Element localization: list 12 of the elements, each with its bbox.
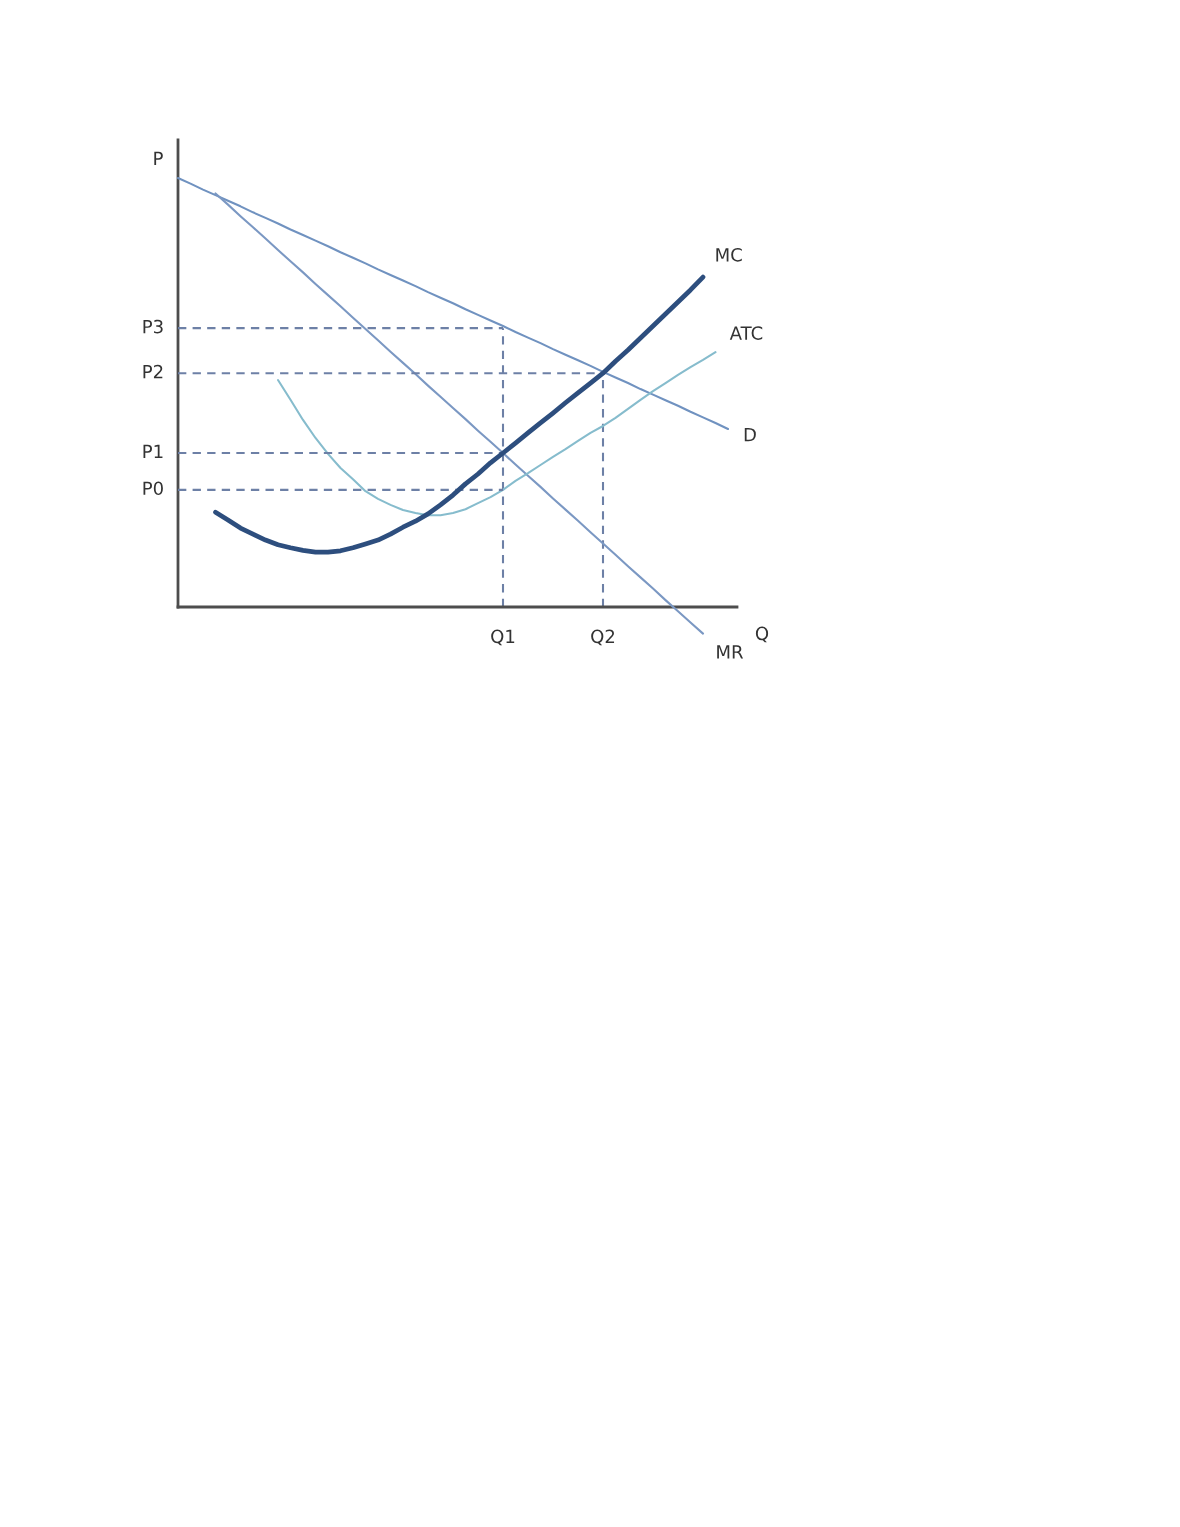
series-label: MR — [717, 645, 744, 659]
series-label: P0 — [143, 481, 163, 496]
series-label: MC — [716, 247, 742, 262]
series-label: P3 — [143, 319, 163, 334]
x-axis-title: Q — [755, 626, 769, 643]
series-label: P1 — [143, 444, 163, 458]
x-tick-label: Q2 — [591, 629, 615, 646]
series-label: P2 — [143, 364, 163, 379]
series-label: D — [744, 428, 756, 442]
series-label: ATC — [729, 326, 763, 340]
x-tick-label: Q1 — [491, 629, 515, 646]
y-axis-title: P — [154, 151, 163, 165]
